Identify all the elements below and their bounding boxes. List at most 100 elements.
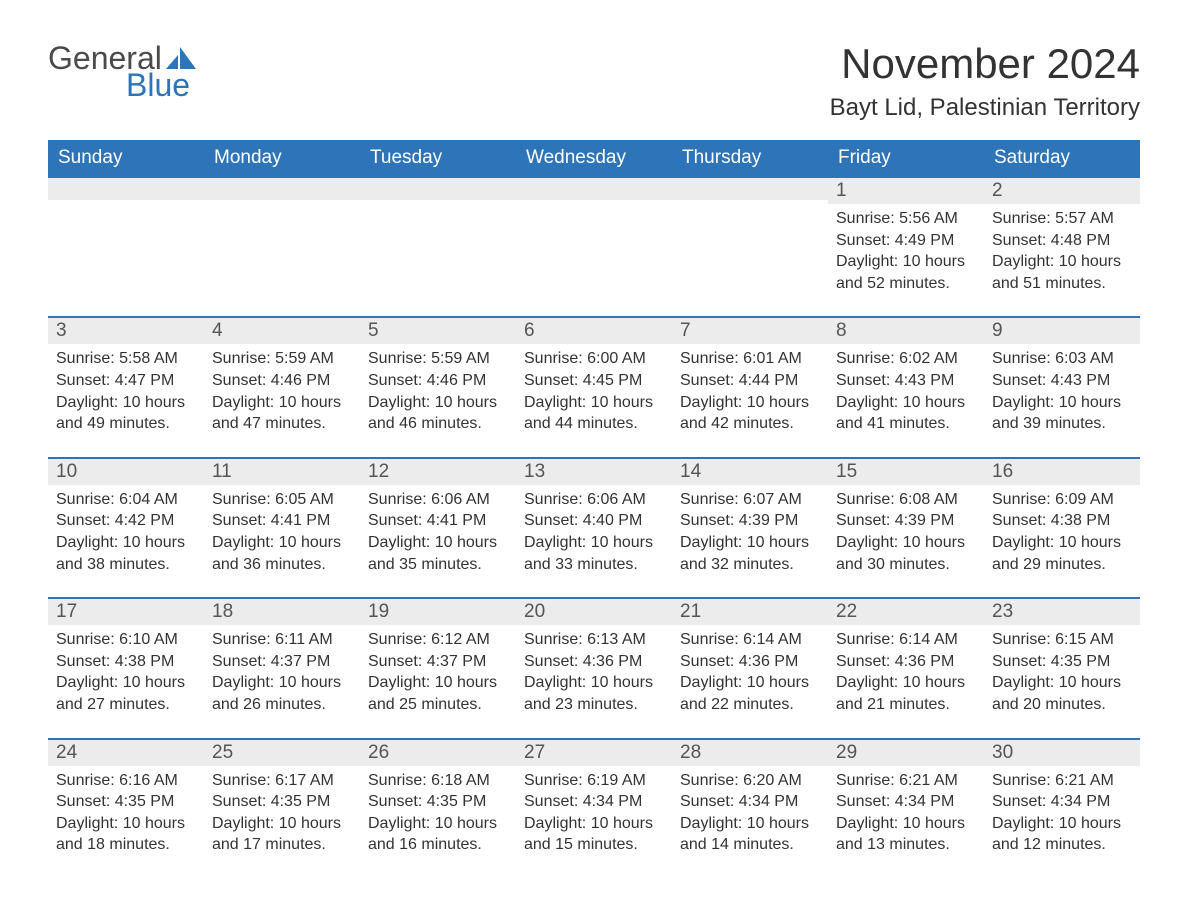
calendar-cell: [48, 176, 204, 304]
sunrise-line: Sunrise: 6:21 AM: [836, 770, 976, 792]
sunset-line: Sunset: 4:35 PM: [992, 651, 1132, 673]
sunset-line: Sunset: 4:37 PM: [212, 651, 352, 673]
logo: General Blue: [48, 40, 196, 104]
day-info: Sunrise: 6:11 AMSunset: 4:37 PMDaylight:…: [204, 625, 360, 725]
spacer-cell: [48, 585, 1140, 597]
sunset-line: Sunset: 4:39 PM: [836, 510, 976, 532]
daylight-line: Daylight: 10 hours and 18 minutes.: [56, 813, 196, 856]
day-number: 17: [48, 599, 204, 625]
title-block: November 2024 Bayt Lid, Palestinian Terr…: [830, 40, 1140, 122]
dow-wednesday: Wednesday: [516, 140, 672, 176]
empty-day: [48, 176, 204, 200]
calendar-cell: 10Sunrise: 6:04 AMSunset: 4:42 PMDayligh…: [48, 457, 204, 585]
calendar-cell: 23Sunrise: 6:15 AMSunset: 4:35 PMDayligh…: [984, 597, 1140, 725]
day-info: Sunrise: 6:14 AMSunset: 4:36 PMDaylight:…: [828, 625, 984, 725]
spacer-cell: [48, 304, 1140, 316]
sunrise-line: Sunrise: 6:05 AM: [212, 489, 352, 511]
day-info: Sunrise: 6:08 AMSunset: 4:39 PMDaylight:…: [828, 485, 984, 585]
day-info: Sunrise: 6:02 AMSunset: 4:43 PMDaylight:…: [828, 344, 984, 444]
page-header: General Blue November 2024 Bayt Lid, Pal…: [48, 40, 1140, 122]
day-cell: 5Sunrise: 5:59 AMSunset: 4:46 PMDaylight…: [360, 316, 516, 444]
day-cell: 26Sunrise: 6:18 AMSunset: 4:35 PMDayligh…: [360, 738, 516, 866]
day-number: 24: [48, 740, 204, 766]
daylight-line: Daylight: 10 hours and 42 minutes.: [680, 392, 820, 435]
day-info: Sunrise: 6:12 AMSunset: 4:37 PMDaylight:…: [360, 625, 516, 725]
calendar-cell: 19Sunrise: 6:12 AMSunset: 4:37 PMDayligh…: [360, 597, 516, 725]
day-number: 13: [516, 459, 672, 485]
calendar-table: Sunday Monday Tuesday Wednesday Thursday…: [48, 140, 1140, 866]
day-cell: 10Sunrise: 6:04 AMSunset: 4:42 PMDayligh…: [48, 457, 204, 585]
calendar-cell: 14Sunrise: 6:07 AMSunset: 4:39 PMDayligh…: [672, 457, 828, 585]
sunrise-line: Sunrise: 5:56 AM: [836, 208, 976, 230]
calendar-cell: 7Sunrise: 6:01 AMSunset: 4:44 PMDaylight…: [672, 316, 828, 444]
sunset-line: Sunset: 4:38 PM: [56, 651, 196, 673]
day-cell: 3Sunrise: 5:58 AMSunset: 4:47 PMDaylight…: [48, 316, 204, 444]
sunrise-line: Sunrise: 6:09 AM: [992, 489, 1132, 511]
sunset-line: Sunset: 4:40 PM: [524, 510, 664, 532]
spacer-row: [48, 585, 1140, 597]
day-cell: 4Sunrise: 5:59 AMSunset: 4:46 PMDaylight…: [204, 316, 360, 444]
day-info: Sunrise: 5:58 AMSunset: 4:47 PMDaylight:…: [48, 344, 204, 444]
calendar-cell: 26Sunrise: 6:18 AMSunset: 4:35 PMDayligh…: [360, 738, 516, 866]
sunset-line: Sunset: 4:35 PM: [212, 791, 352, 813]
empty-day: [516, 176, 672, 200]
day-cell: 12Sunrise: 6:06 AMSunset: 4:41 PMDayligh…: [360, 457, 516, 585]
day-number: 20: [516, 599, 672, 625]
daylight-line: Daylight: 10 hours and 33 minutes.: [524, 532, 664, 575]
week-row: 1Sunrise: 5:56 AMSunset: 4:49 PMDaylight…: [48, 176, 1140, 304]
sunset-line: Sunset: 4:38 PM: [992, 510, 1132, 532]
day-info: Sunrise: 6:03 AMSunset: 4:43 PMDaylight:…: [984, 344, 1140, 444]
day-cell: 24Sunrise: 6:16 AMSunset: 4:35 PMDayligh…: [48, 738, 204, 866]
day-info: Sunrise: 6:17 AMSunset: 4:35 PMDaylight:…: [204, 766, 360, 866]
sunset-line: Sunset: 4:36 PM: [836, 651, 976, 673]
day-number: 2: [984, 178, 1140, 204]
sunset-line: Sunset: 4:39 PM: [680, 510, 820, 532]
calendar-cell: 29Sunrise: 6:21 AMSunset: 4:34 PMDayligh…: [828, 738, 984, 866]
day-cell: 7Sunrise: 6:01 AMSunset: 4:44 PMDaylight…: [672, 316, 828, 444]
daylight-line: Daylight: 10 hours and 36 minutes.: [212, 532, 352, 575]
sunrise-line: Sunrise: 6:02 AM: [836, 348, 976, 370]
sunset-line: Sunset: 4:41 PM: [368, 510, 508, 532]
calendar-cell: 9Sunrise: 6:03 AMSunset: 4:43 PMDaylight…: [984, 316, 1140, 444]
calendar-cell: 4Sunrise: 5:59 AMSunset: 4:46 PMDaylight…: [204, 316, 360, 444]
calendar-cell: 27Sunrise: 6:19 AMSunset: 4:34 PMDayligh…: [516, 738, 672, 866]
sunrise-line: Sunrise: 6:14 AM: [680, 629, 820, 651]
week-row: 24Sunrise: 6:16 AMSunset: 4:35 PMDayligh…: [48, 738, 1140, 866]
calendar-cell: 11Sunrise: 6:05 AMSunset: 4:41 PMDayligh…: [204, 457, 360, 585]
sunrise-line: Sunrise: 6:03 AM: [992, 348, 1132, 370]
sunrise-line: Sunrise: 6:06 AM: [368, 489, 508, 511]
day-cell: 11Sunrise: 6:05 AMSunset: 4:41 PMDayligh…: [204, 457, 360, 585]
day-cell: 16Sunrise: 6:09 AMSunset: 4:38 PMDayligh…: [984, 457, 1140, 585]
day-number: 23: [984, 599, 1140, 625]
day-number: 6: [516, 318, 672, 344]
day-number: 27: [516, 740, 672, 766]
sunrise-line: Sunrise: 5:59 AM: [212, 348, 352, 370]
daylight-line: Daylight: 10 hours and 46 minutes.: [368, 392, 508, 435]
day-cell: 13Sunrise: 6:06 AMSunset: 4:40 PMDayligh…: [516, 457, 672, 585]
daylight-line: Daylight: 10 hours and 47 minutes.: [212, 392, 352, 435]
day-cell: 8Sunrise: 6:02 AMSunset: 4:43 PMDaylight…: [828, 316, 984, 444]
day-cell: 1Sunrise: 5:56 AMSunset: 4:49 PMDaylight…: [828, 176, 984, 304]
sunrise-line: Sunrise: 6:01 AM: [680, 348, 820, 370]
day-cell: 6Sunrise: 6:00 AMSunset: 4:45 PMDaylight…: [516, 316, 672, 444]
sunrise-line: Sunrise: 6:17 AM: [212, 770, 352, 792]
day-cell: 9Sunrise: 6:03 AMSunset: 4:43 PMDaylight…: [984, 316, 1140, 444]
day-number: 4: [204, 318, 360, 344]
day-cell: 19Sunrise: 6:12 AMSunset: 4:37 PMDayligh…: [360, 597, 516, 725]
sunset-line: Sunset: 4:42 PM: [56, 510, 196, 532]
day-cell: 2Sunrise: 5:57 AMSunset: 4:48 PMDaylight…: [984, 176, 1140, 304]
sunset-line: Sunset: 4:49 PM: [836, 230, 976, 252]
day-number: 16: [984, 459, 1140, 485]
daylight-line: Daylight: 10 hours and 30 minutes.: [836, 532, 976, 575]
daylight-line: Daylight: 10 hours and 49 minutes.: [56, 392, 196, 435]
sunrise-line: Sunrise: 6:14 AM: [836, 629, 976, 651]
sunset-line: Sunset: 4:48 PM: [992, 230, 1132, 252]
calendar-body: 1Sunrise: 5:56 AMSunset: 4:49 PMDaylight…: [48, 176, 1140, 866]
day-info: Sunrise: 6:14 AMSunset: 4:36 PMDaylight:…: [672, 625, 828, 725]
day-info: Sunrise: 6:20 AMSunset: 4:34 PMDaylight:…: [672, 766, 828, 866]
day-info: Sunrise: 6:06 AMSunset: 4:41 PMDaylight:…: [360, 485, 516, 585]
sunrise-line: Sunrise: 6:10 AM: [56, 629, 196, 651]
day-cell: 30Sunrise: 6:21 AMSunset: 4:34 PMDayligh…: [984, 738, 1140, 866]
day-info: Sunrise: 6:16 AMSunset: 4:35 PMDaylight:…: [48, 766, 204, 866]
day-info: Sunrise: 6:15 AMSunset: 4:35 PMDaylight:…: [984, 625, 1140, 725]
